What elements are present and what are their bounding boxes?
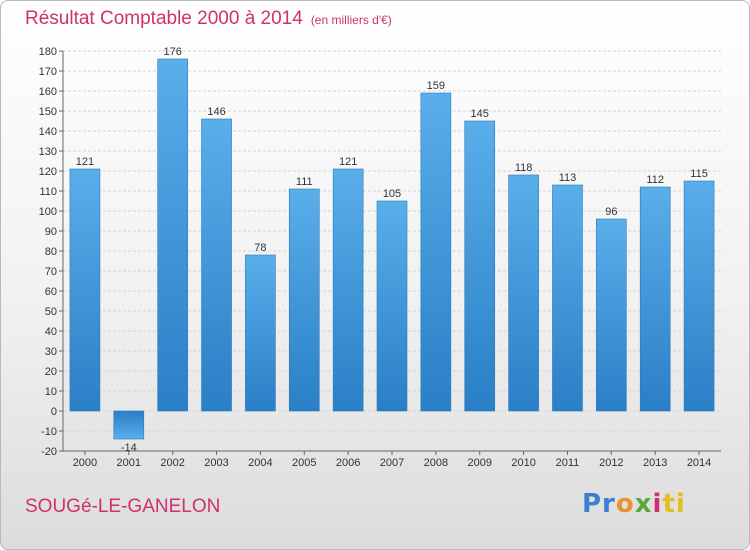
data-label: 111 [296, 176, 313, 188]
bar [332, 168, 364, 412]
bar [69, 168, 101, 412]
x-tick-label: 2004 [248, 457, 272, 469]
y-tick-label: 100 [39, 206, 57, 218]
y-tick-label: -20 [41, 446, 57, 458]
data-label: 112 [646, 174, 664, 186]
bar [464, 120, 496, 412]
data-label: 113 [559, 172, 577, 184]
bar [113, 410, 145, 440]
logo-part: o [615, 489, 635, 519]
y-tick-label: 120 [39, 166, 57, 178]
bar [552, 184, 583, 412]
x-tick-label: 2001 [117, 457, 141, 469]
bar [596, 218, 627, 412]
bar [201, 118, 232, 412]
y-tick-label: -10 [41, 426, 57, 438]
chart-title: Résultat Comptable 2000 à 2014 (en millie… [25, 8, 392, 30]
y-tick-label: 170 [39, 66, 57, 78]
data-label: 115 [690, 168, 708, 180]
y-tick-label: 50 [45, 306, 57, 318]
x-tick-label: 2002 [160, 457, 184, 469]
bar [683, 180, 715, 412]
y-tick-label: 160 [39, 86, 57, 98]
bars [69, 58, 715, 440]
data-label: 145 [471, 108, 489, 120]
y-tick-label: 60 [45, 286, 57, 298]
x-tick-label: 2005 [292, 457, 316, 469]
x-tick-label: 2007 [380, 457, 404, 469]
x-tick-label: 2010 [511, 457, 535, 469]
chart-unit: (en milliers d'€) [310, 13, 392, 27]
proxiti-logo: Proxiti [582, 489, 686, 519]
y-tick-label: 90 [45, 226, 57, 238]
data-label: 96 [605, 206, 617, 218]
x-tick-label: 2000 [73, 457, 97, 469]
y-tick-label: 70 [45, 266, 57, 278]
bar [420, 92, 452, 412]
bar [639, 186, 671, 412]
y-tick-label: 150 [39, 106, 57, 118]
bar [288, 188, 320, 412]
data-label: 146 [207, 106, 225, 118]
data-label: 121 [76, 156, 94, 168]
y-tick-label: 10 [45, 386, 57, 398]
logo-part: i [652, 489, 663, 519]
y-tick-label: 80 [45, 246, 57, 258]
commune-name: SOUGé-LE-GANELON [25, 496, 221, 517]
axes: -20 -10 0 10 20 30 40 50 60 70 80 90 100 110 120 130 140… [39, 46, 721, 469]
x-tick-label: 2014 [687, 457, 711, 469]
y-tick-label: 30 [45, 346, 57, 358]
y-tick-label: 110 [39, 186, 57, 198]
bar [245, 254, 276, 412]
y-tick-label: 20 [45, 366, 57, 378]
logo-part: x [634, 489, 653, 519]
y-tick-label: 180 [39, 46, 57, 58]
x-tick-label: 2012 [599, 457, 623, 469]
x-tick-label: 2008 [424, 457, 448, 469]
y-tick-label: 130 [39, 146, 57, 158]
data-labels: 121 -14 176 146 78 111 121 105 159 145 118 113 96 112… [76, 46, 708, 454]
data-label: -14 [121, 442, 137, 454]
logo-part: ti [662, 489, 686, 519]
x-tick-label: 2006 [336, 457, 360, 469]
bar [157, 58, 188, 412]
data-label: 159 [427, 80, 445, 92]
data-label: 105 [383, 188, 401, 200]
data-label: 176 [163, 46, 181, 58]
y-tick-label: 0 [51, 406, 57, 418]
y-tick-label: 40 [45, 326, 57, 338]
data-label: 78 [254, 242, 266, 254]
x-tick-label: 2011 [556, 457, 580, 469]
data-label: 118 [515, 162, 533, 174]
x-tick-label: 2003 [204, 457, 228, 469]
data-label: 121 [339, 156, 357, 168]
bar [508, 174, 539, 412]
bar [376, 200, 408, 412]
logo-part: Pr [582, 489, 616, 519]
y-tick-label: 140 [39, 126, 57, 138]
chart-title-text: Résultat Comptable 2000 à 2014 [25, 8, 303, 29]
x-tick-label: 2013 [643, 457, 667, 469]
x-tick-label: 2009 [467, 457, 491, 469]
